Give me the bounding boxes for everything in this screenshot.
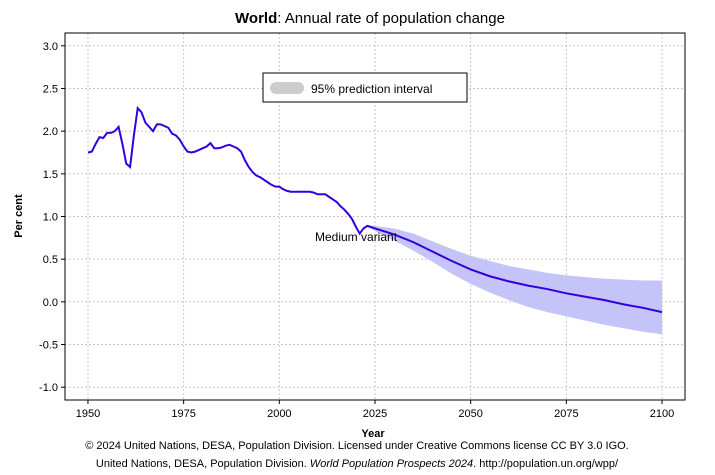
x-tick-label: 2100 (650, 408, 674, 420)
source-line: © 2024 United Nations, DESA, Population … (85, 440, 629, 452)
source-text: . http://population.un.org/wpp/ (473, 458, 619, 470)
y-tick-label: 2.0 (43, 126, 58, 138)
prediction-interval (367, 225, 663, 335)
y-tick-label: -0.5 (39, 340, 58, 352)
y-axis-label: Per cent (13, 194, 25, 238)
source-text: United Nations, DESA, Population Divisio… (96, 458, 310, 470)
y-tick-label: 0.0 (43, 297, 58, 309)
series-line (87, 105, 663, 314)
x-axis-label: Year (361, 428, 385, 440)
source-title: World Population Prospects 2024 (310, 458, 473, 470)
y-tick-label: 0.5 (43, 254, 58, 266)
title-region: World (235, 10, 277, 27)
chart-title: World: Annual rate of population change (235, 10, 505, 27)
title-text: : Annual rate of population change (277, 10, 505, 27)
legend-swatch (270, 82, 304, 94)
x-tick-label: 2000 (267, 408, 291, 420)
y-tick-label: 2.5 (43, 83, 58, 95)
x-tick-label: 2075 (554, 408, 578, 420)
y-tick-label: 3.0 (43, 41, 58, 53)
y-tick-label: 1.5 (43, 169, 58, 181)
x-tick-label: 1950 (76, 408, 100, 420)
x-tick-label: 1975 (171, 408, 195, 420)
plot-frame (64, 32, 686, 401)
x-tick-label: 2025 (363, 408, 387, 420)
series-annotation: Medium variant (315, 230, 398, 244)
y-tick-label: -1.0 (39, 382, 58, 394)
source-line: United Nations, DESA, Population Divisio… (96, 458, 619, 470)
legend-label: 95% prediction interval (311, 82, 432, 96)
y-tick-label: 1.0 (43, 212, 58, 224)
x-tick-label: 2050 (458, 408, 482, 420)
